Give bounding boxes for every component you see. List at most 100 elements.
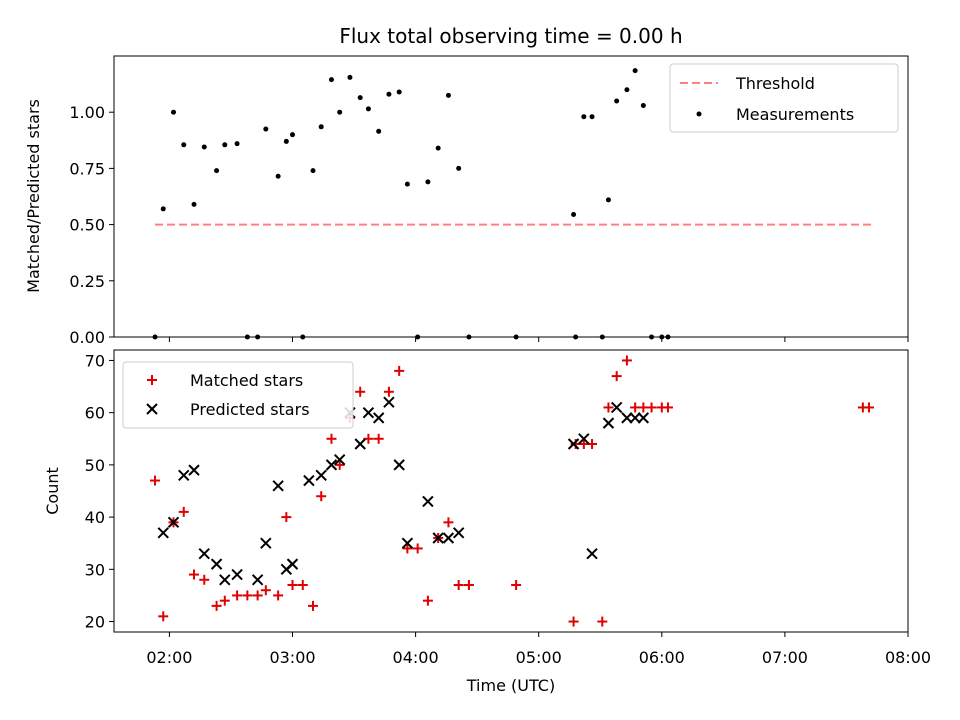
bottom-x-tick-label: 08:00 <box>885 648 931 667</box>
predicted-star-point <box>231 568 243 581</box>
matched-star-point <box>252 590 263 601</box>
matched-star-point <box>453 580 464 590</box>
matched-star-point <box>662 402 673 413</box>
predicted-star-point <box>260 537 272 549</box>
predicted-star-point <box>219 574 231 586</box>
predicted-star-point <box>157 527 169 539</box>
matched-star-point <box>621 355 632 366</box>
predicted-star-point <box>303 474 315 487</box>
measurement-point <box>624 87 630 93</box>
matched-star-point <box>394 365 405 376</box>
matched-star-point <box>597 616 608 627</box>
matched-star-point <box>242 590 253 601</box>
measurement-point <box>170 109 176 115</box>
top-y-tick-label: 1.00 <box>69 103 105 122</box>
matched-star-point <box>355 386 366 397</box>
matched-star-point <box>150 475 161 486</box>
predicted-star-point <box>188 464 200 476</box>
predicted-star-point <box>372 412 385 424</box>
matched-star-point <box>199 574 210 585</box>
measurement-point <box>376 128 382 134</box>
bottom-y-tick-label: 60 <box>85 404 105 423</box>
top-y-tick-label: 0.75 <box>69 159 105 178</box>
measurement-point <box>589 114 595 120</box>
measurement-point <box>445 92 451 98</box>
matched-star-point <box>412 543 423 554</box>
matched-star-point <box>646 402 657 413</box>
matched-star-point <box>511 580 522 590</box>
matched-star-point <box>260 585 271 596</box>
matched-star-point <box>568 616 579 627</box>
matched-star-point <box>383 386 394 397</box>
matched-star-point <box>211 600 222 611</box>
measurement-point <box>283 138 289 144</box>
predicted-star-point <box>586 547 598 560</box>
predicted-star-point <box>333 453 346 466</box>
bottom-x-axis: 02:00 03:00 04:00 05:00 06:00 07:00 08:00 <box>146 632 931 667</box>
measurement-point <box>263 126 269 132</box>
matched-star-point <box>273 590 284 601</box>
matched-star-point <box>363 433 374 444</box>
measurement-point <box>214 168 220 174</box>
measurement-point <box>581 114 587 120</box>
matched-star-point <box>178 506 189 517</box>
measurement-point <box>614 98 620 104</box>
matched-star-point <box>308 600 319 611</box>
top-x-axis <box>168 337 909 342</box>
top-y-axis: 0.00 0.25 0.50 0.75 1.00 <box>69 103 114 347</box>
bottom-y-tick-label: 40 <box>85 508 105 527</box>
predicted-star-point <box>210 558 223 570</box>
matched-star-point <box>463 580 474 590</box>
predicted-star-point <box>422 495 434 508</box>
matched-star-point <box>603 402 614 413</box>
predicted-star-point <box>452 527 465 539</box>
top-plot-title: Flux total observing time = 0.00 h <box>339 24 682 48</box>
bottom-y-axis: 20 30 40 50 60 70 <box>85 351 114 632</box>
predicted-star-point <box>567 438 580 450</box>
predicted-star-point <box>401 537 414 549</box>
matched-star-point <box>316 491 327 502</box>
measurement-point <box>456 165 462 171</box>
matched-star-point <box>443 517 454 528</box>
predicted-star-point <box>578 433 590 445</box>
matched-stars-legend-swatch <box>147 375 157 385</box>
predicted-star-point <box>362 406 375 419</box>
bottom-x-tick-label: 06:00 <box>639 648 685 667</box>
bottom-x-axis-title: Time (UTC) <box>466 676 555 695</box>
measurement-point <box>347 74 353 80</box>
measurements-legend-swatch <box>696 111 702 117</box>
matched-star-point <box>281 512 292 523</box>
matched-star-point <box>373 433 384 444</box>
measurement-point <box>337 109 343 115</box>
predicted-star-point <box>442 532 455 544</box>
predicted-star-point <box>315 469 327 482</box>
top-legend: Threshold Measurements <box>669 63 899 133</box>
bottom-x-tick-label: 05:00 <box>516 648 562 667</box>
measurement-point <box>310 168 316 174</box>
predicted-stars-legend-label: Predicted stars <box>190 400 310 419</box>
measurement-point <box>160 206 166 212</box>
matched-star-point <box>287 580 298 590</box>
predicted-star-point <box>383 396 395 408</box>
matched-star-point <box>232 590 243 601</box>
bottom-y-tick-label: 20 <box>85 613 105 632</box>
matched-star-point <box>334 459 345 470</box>
measurement-point <box>425 179 431 185</box>
measurement-point <box>571 211 577 217</box>
matched-star-point <box>864 402 875 413</box>
predicted-star-point <box>610 401 623 414</box>
measurement-point <box>328 77 334 83</box>
measurement-point <box>318 124 324 130</box>
bottom-y-tick-label: 70 <box>85 351 105 370</box>
measurement-point <box>357 95 363 101</box>
predicted-star-point <box>637 412 650 424</box>
predicted-star-point <box>198 547 210 560</box>
measurement-point <box>191 201 197 207</box>
bottom-y-axis-title: Count <box>43 467 62 515</box>
bottom-y-tick-label: 50 <box>85 456 105 475</box>
top-plot-frame <box>113 55 909 338</box>
bottom-x-tick-label: 04:00 <box>393 648 439 667</box>
matched-star-point <box>326 433 337 444</box>
measurement-point <box>222 142 228 148</box>
